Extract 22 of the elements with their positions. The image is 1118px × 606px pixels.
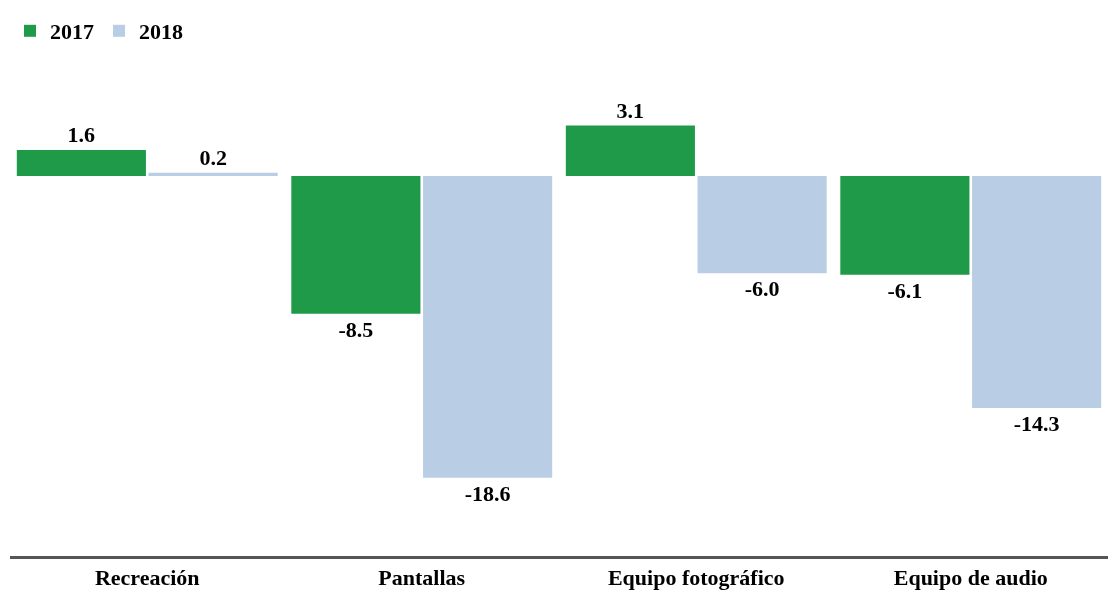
legend-label: 2018 — [139, 19, 183, 45]
bar — [148, 172, 278, 176]
bar — [423, 175, 553, 478]
data-label: -6.0 — [744, 276, 780, 302]
x-tick-label: Pantallas — [378, 565, 466, 591]
legend-label: 2017 — [50, 19, 94, 45]
data-label: -8.5 — [338, 316, 374, 342]
bar — [291, 175, 421, 314]
data-label: -14.3 — [1013, 410, 1060, 436]
data-label: -6.1 — [887, 277, 923, 303]
data-label: 3.1 — [616, 97, 645, 123]
bar — [697, 175, 827, 274]
x-tick-label: Equipo de audio — [893, 565, 1048, 591]
bar — [16, 149, 146, 176]
bar — [565, 125, 695, 176]
data-label: 1.6 — [67, 121, 96, 147]
bar — [972, 175, 1102, 408]
x-tick-label: Equipo fotográfico — [607, 565, 785, 591]
data-label: -18.6 — [464, 480, 511, 506]
data-label: 0.2 — [199, 144, 227, 170]
x-tick-label: Recreación — [94, 565, 200, 591]
bar — [840, 175, 970, 275]
